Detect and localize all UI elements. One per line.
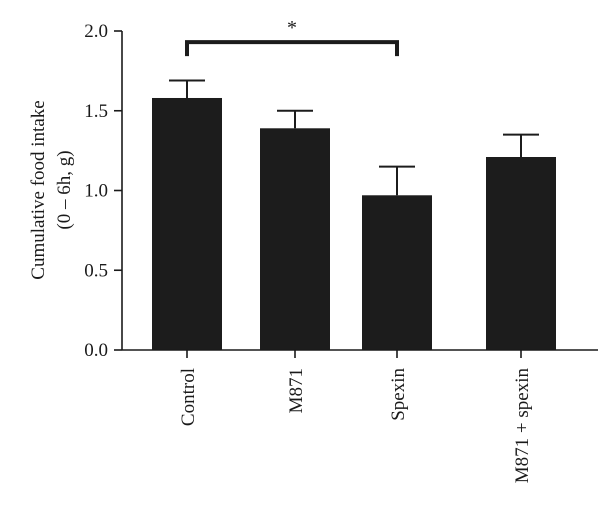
x-tick-label: Control: [178, 368, 199, 426]
y-axis-title-line2: (0 – 6h, g): [54, 150, 75, 229]
y-axis: 0.0 0.5 1.0 1.5 2.0: [84, 21, 123, 361]
y-tick-label: 1.5: [84, 101, 108, 122]
y-tick-label: 2.0: [84, 21, 108, 42]
x-tick-label: Spexin: [388, 368, 409, 421]
significance-annotation: *: [185, 17, 399, 57]
error-bars: [169, 79, 539, 196]
y-tick-label: 0.5: [84, 260, 108, 281]
bar-control: [152, 97, 222, 351]
x-tick-label: M871 + spexin: [512, 368, 533, 484]
bar-m871-spexin: [486, 157, 556, 350]
bar-m871: [260, 128, 330, 350]
y-tick-label: 1.0: [84, 181, 108, 202]
y-tick-label: 0.0: [84, 340, 108, 361]
significance-label: *: [287, 17, 297, 39]
x-tick-label: M871: [286, 368, 307, 413]
significance-bracket: [185, 40, 399, 57]
x-axis: Control M871 Spexin M871 + spexin: [122, 349, 598, 484]
bar-spexin: [362, 195, 432, 350]
y-axis-title: Cumulative food intake (0 – 6h, g): [28, 100, 75, 279]
bars: [152, 97, 556, 351]
y-axis-title-line1: Cumulative food intake: [28, 100, 49, 279]
